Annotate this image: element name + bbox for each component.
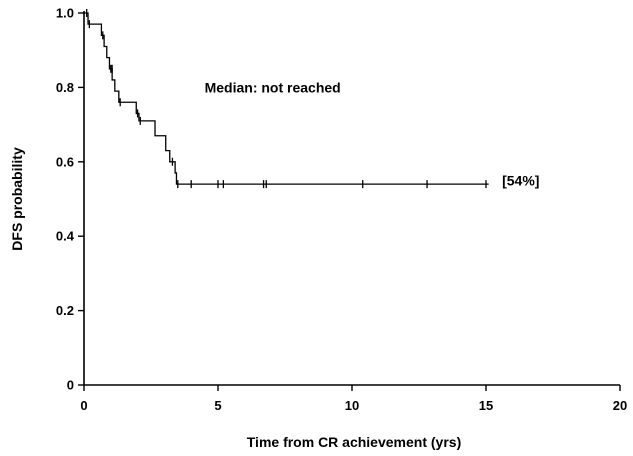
x-axis-title: Time from CR achievement (yrs) <box>247 434 461 450</box>
chart-annotations: Median: not reached [54%] <box>205 79 540 188</box>
y-tick-label: 0.6 <box>56 154 74 169</box>
x-tick-label: 20 <box>613 398 627 413</box>
chart-axes <box>83 11 620 386</box>
chart-annotation: [54%] <box>502 172 539 188</box>
y-tick-label: 1.0 <box>56 6 74 21</box>
x-axis-ticks: 0 5 10 15 20 <box>80 385 627 413</box>
y-axis-ticks: 0 0.2 0.4 0.6 0.8 1.0 <box>56 6 84 393</box>
x-tick-label: 10 <box>345 398 359 413</box>
chart-annotation: Median: not reached <box>205 79 341 95</box>
x-tick-label: 0 <box>80 398 87 413</box>
y-tick-label: 0.2 <box>56 303 74 318</box>
x-tick-label: 5 <box>214 398 221 413</box>
dfs-survival-curve <box>84 12 489 185</box>
y-tick-label: 0 <box>67 378 74 393</box>
y-axis-title: DFS probability <box>9 147 25 251</box>
x-tick-label: 15 <box>479 398 493 413</box>
censor-marks <box>86 9 487 189</box>
y-tick-label: 0.4 <box>56 229 75 244</box>
y-tick-label: 0.8 <box>56 80 74 95</box>
